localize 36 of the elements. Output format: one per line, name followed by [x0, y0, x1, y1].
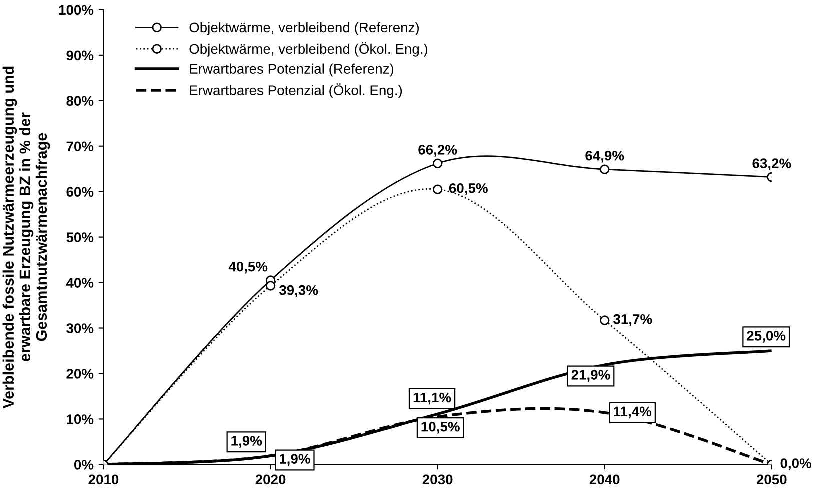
- x-tick-label: 2020: [256, 474, 286, 485]
- x-tick-label: 2050: [756, 474, 787, 485]
- data-label: 40,5%: [228, 262, 268, 274]
- y-tick-label: 20%: [66, 369, 94, 379]
- y-tick-label: 60%: [66, 187, 94, 198]
- data-label: 60,5%: [449, 183, 488, 196]
- data-label: 10,5%: [422, 422, 460, 434]
- y-tick-label: 100%: [59, 5, 94, 16]
- data-label: 66,2%: [418, 145, 458, 157]
- y-tick-label: 40%: [66, 278, 94, 288]
- legend-label: Erwartbares Potenzial (Referenz): [190, 64, 394, 77]
- data-label: 1,9%: [280, 454, 310, 466]
- data-label: 11,1%: [414, 392, 452, 405]
- data-label: 0,0%: [780, 458, 812, 470]
- y-tick-label: 10%: [67, 414, 94, 424]
- data-label: 39,3%: [279, 285, 318, 298]
- y-tick-label: 30%: [66, 324, 94, 334]
- y-tick-label: 90%: [66, 50, 94, 61]
- y-tick-label: 80%: [66, 96, 94, 106]
- legend-label: Objektwärme, verbleibend (Referenz): [190, 22, 420, 36]
- y-tick-label: 50%: [66, 232, 94, 242]
- y-axis-title: Verbleibende fossile Nutzwärmeerzeugung und erwartbare Erzeugung BZ in % der Gesamtnutzwärmenachfrage: [2, 66, 50, 409]
- data-label: 25,0%: [747, 331, 786, 343]
- legend-label: Objektwärme, verbleibend (Ökol. Eng.): [190, 42, 428, 57]
- data-label: 64,9%: [586, 150, 624, 163]
- y-tick-label: 70%: [66, 142, 94, 152]
- data-label: 1,9%: [232, 436, 262, 448]
- data-label: 11,4%: [614, 406, 652, 419]
- legend-label: Erwartbares Potenzial (Ökol. Eng.): [190, 84, 402, 98]
- data-label: 63,2%: [752, 158, 792, 171]
- data-label: 31,7%: [614, 314, 652, 326]
- y-tick-label: 0%: [74, 460, 94, 470]
- x-tick-label: 2010: [88, 474, 119, 485]
- data-label: 21,9%: [572, 370, 610, 382]
- x-tick-label: 2040: [590, 474, 620, 485]
- x-tick-label: 2030: [422, 474, 453, 485]
